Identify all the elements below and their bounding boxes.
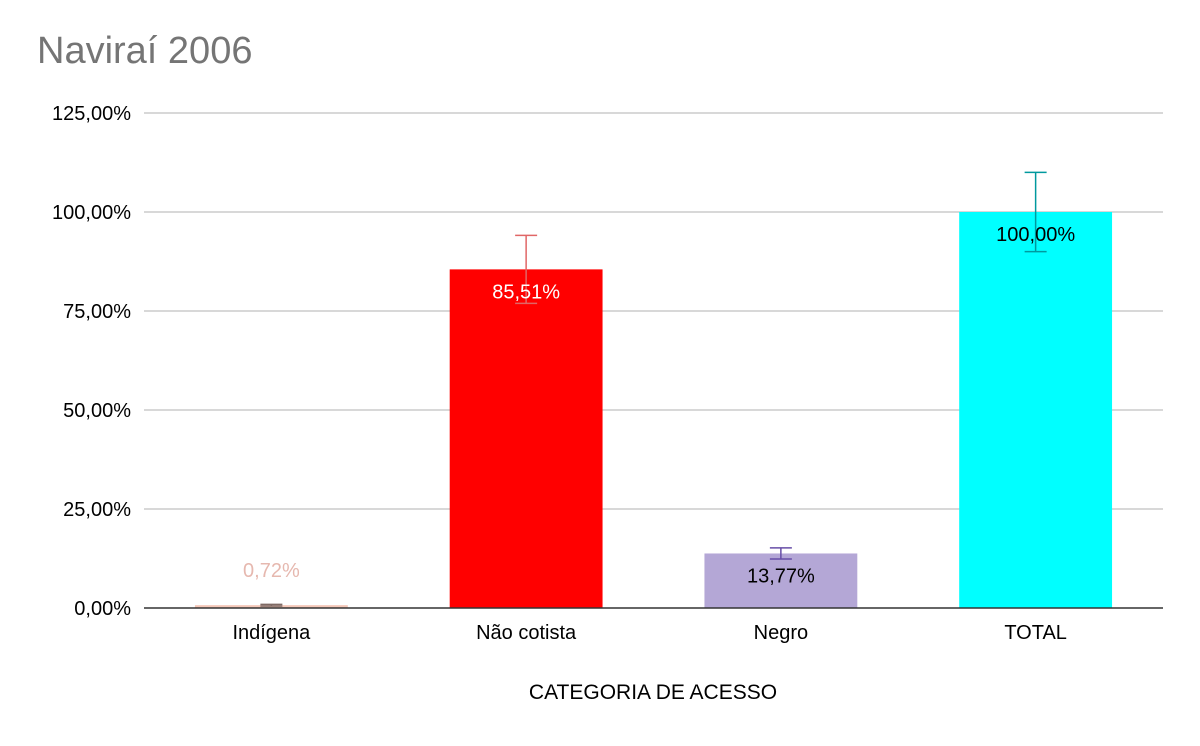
- data-label-2: 13,77%: [747, 565, 815, 587]
- data-labels: 0,72% 85,51% 13,77% 100,00%: [243, 224, 1075, 587]
- error-bar-2: [769, 547, 792, 560]
- x-axis-title: CATEGORIA DE ACESSO: [529, 681, 777, 704]
- x-tick-label: TOTAL: [1004, 622, 1067, 644]
- data-label-1: 85,51%: [492, 281, 560, 303]
- chart-title: Naviraí 2006: [37, 30, 253, 72]
- y-tick-label: 75,00%: [63, 301, 131, 323]
- bar-2: [704, 553, 858, 608]
- x-tick-label: Negro: [754, 622, 808, 644]
- y-tick-label: 0,00%: [74, 598, 131, 620]
- axes: 0,00% 25,00% 50,00% 75,00% 100,00% 125,00% Ind…: [52, 103, 1163, 644]
- error-bar-1: [515, 234, 538, 305]
- x-tick-label: Indígena: [232, 622, 311, 644]
- y-tick-label: 25,00%: [63, 499, 131, 521]
- x-tick-label: Não cotista: [476, 622, 577, 644]
- error-bar-3: [1024, 171, 1047, 253]
- data-label-3: 100,00%: [996, 224, 1075, 246]
- error-bar-0: [260, 603, 283, 607]
- y-tick-label: 125,00%: [52, 103, 131, 125]
- data-label-0: 0,72%: [243, 560, 300, 582]
- y-tick-label: 100,00%: [52, 202, 131, 224]
- bar-3: [959, 212, 1113, 608]
- y-tick-label: 50,00%: [63, 400, 131, 422]
- error-bars: [260, 171, 1047, 607]
- bar-1: [449, 269, 603, 608]
